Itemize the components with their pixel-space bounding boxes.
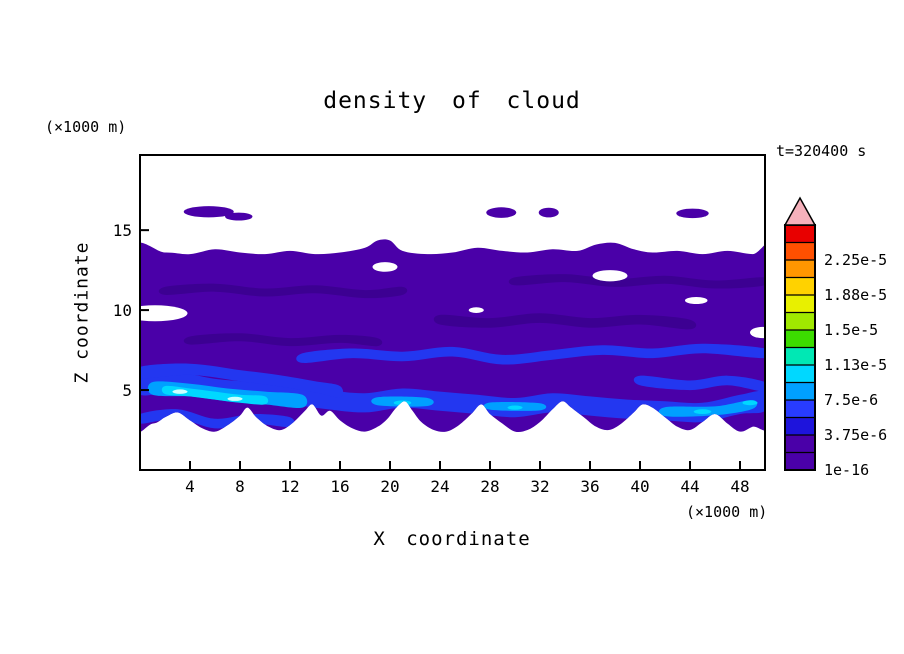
x-tick-label: 20 [380, 477, 399, 496]
x-tick-label: 40 [630, 477, 649, 496]
colorbar-label: 1.5e-5 [824, 321, 878, 339]
x-tick-label: 16 [330, 477, 349, 496]
y-tick-label: 5 [122, 381, 132, 400]
x-tick-label: 24 [430, 477, 449, 496]
y-axis-unit-label: (×1000 m) [45, 118, 127, 136]
colorbar-label: 2.25e-5 [824, 251, 887, 269]
x-axis-unit-label: (×1000 m) [686, 503, 768, 521]
x-tick-label: 12 [280, 477, 299, 496]
timestamp-label: t=320400 s [776, 142, 867, 160]
plot-border [139, 154, 766, 471]
x-axis-title: X coordinate [373, 528, 531, 550]
x-tick-label: 4 [185, 477, 195, 496]
colorbar: 1e-16 3.75e-6 7.5e-6 1.13e-5 1.5e-5 1.88e-5 2.… [783, 196, 887, 479]
x-tick-label: 8 [235, 477, 245, 496]
colorbar-label: 1e-16 [824, 461, 869, 479]
colorbar-label: 1.88e-5 [824, 286, 887, 304]
plot-field [140, 206, 765, 434]
x-tick-label: 44 [680, 477, 699, 496]
colorbar-label: 7.5e-6 [824, 391, 878, 409]
x-tick-label: 28 [480, 477, 499, 496]
chart-title: density of cloud [323, 88, 581, 114]
colorbar-overflow-arrow [783, 196, 817, 226]
colorbar-label: 1.13e-5 [824, 356, 887, 374]
colorbar-label: 3.75e-6 [824, 426, 887, 444]
y-tick-label: 15 [113, 221, 132, 240]
x-tick-label: 32 [530, 477, 549, 496]
x-tick-label: 48 [730, 477, 749, 496]
y-tick-label: 10 [113, 301, 132, 320]
x-tick-label: 36 [580, 477, 599, 496]
